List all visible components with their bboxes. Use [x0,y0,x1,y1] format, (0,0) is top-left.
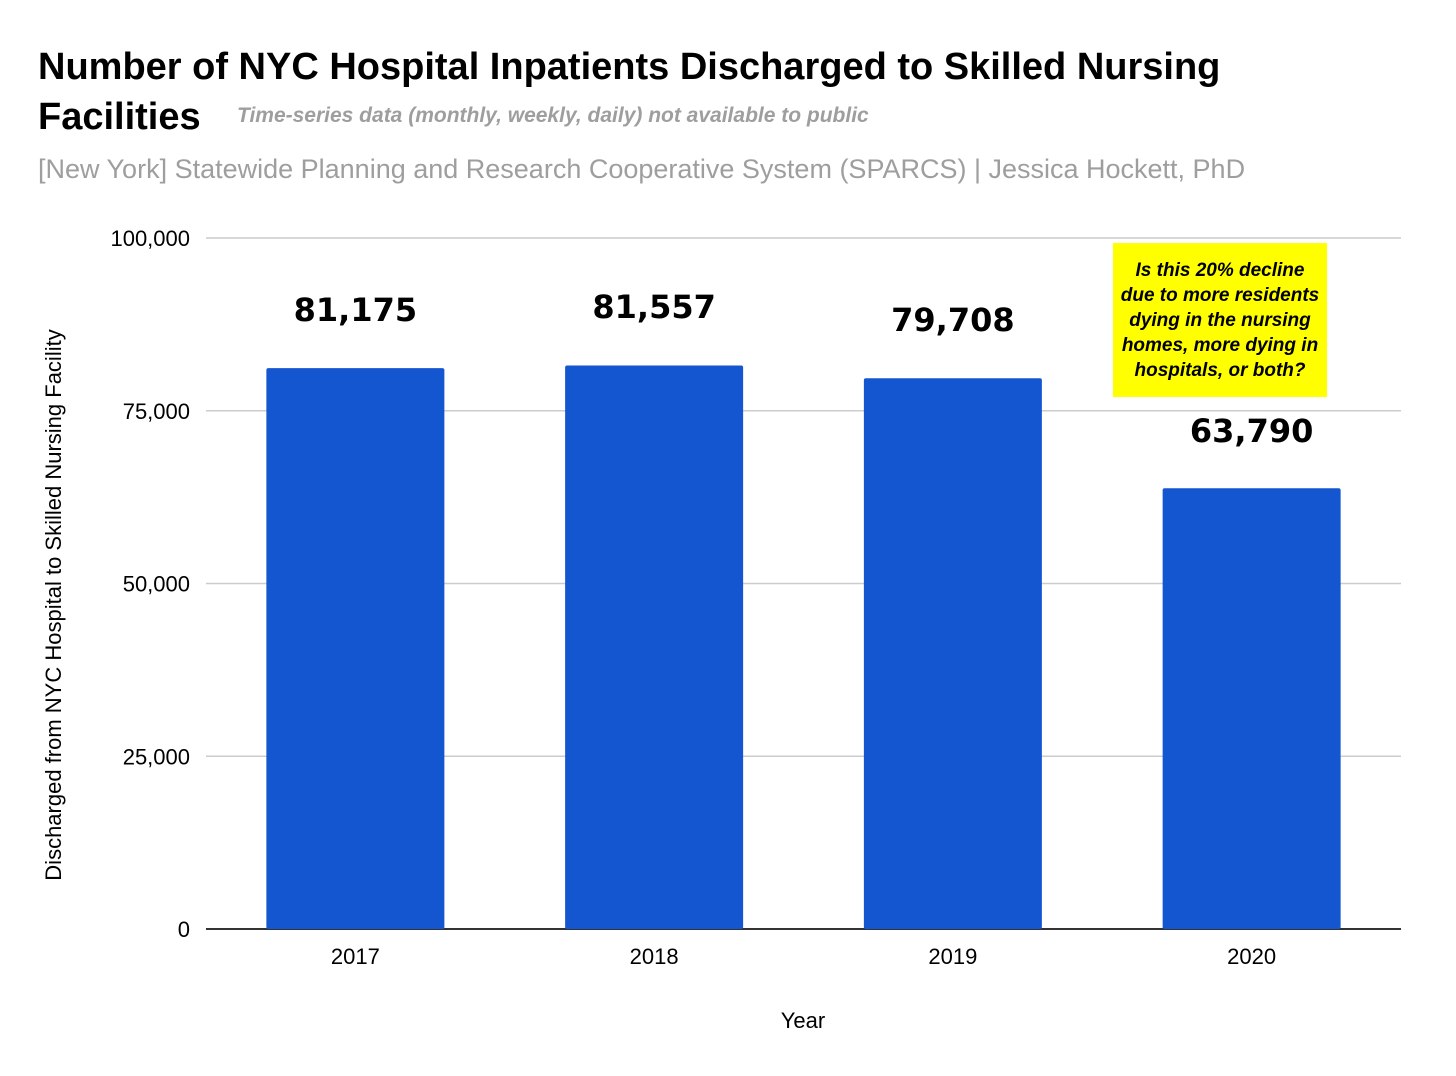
annotation-callout: Is this 20% decline due to more resident… [1113,243,1327,397]
x-tick-label: 2019 [928,944,977,969]
bar-2020 [1162,488,1341,929]
bar-2019 [863,378,1042,929]
y-tick-label: 25,000 [123,744,190,769]
data-label: 81,175 [294,291,417,329]
chart-title-line-1: Number of NYC Hospital Inpatients Discha… [38,46,1221,88]
data-label: 63,790 [1190,412,1313,450]
x-tick-label: 2020 [1227,944,1276,969]
y-tick-label: 100,000 [110,226,190,251]
chart-title-note: Time-series data (monthly, weekly, daily… [237,104,869,127]
bar-2017 [266,368,445,929]
y-tick-label: 0 [178,917,190,942]
y-tick-label: 75,000 [123,399,190,424]
x-tick-label: 2017 [331,944,380,969]
y-axis-title: Discharged from NYC Hospital to Skilled … [41,329,66,880]
y-tick-label: 50,000 [123,572,190,597]
labels: 0 25,000 50,000 75,000 100,000 2017 2018 2019 20… [41,226,1313,1033]
bar-2018 [565,365,744,929]
x-axis-title: Year [781,1008,825,1033]
chart-subtitle: [New York] Statewide Planning and Resear… [38,154,1246,184]
x-tick-label: 2018 [630,944,679,969]
data-label: 79,708 [891,301,1014,339]
bars [266,365,1341,929]
chart-title-line-2: Facilities [38,96,201,138]
data-label: 81,557 [592,288,715,326]
